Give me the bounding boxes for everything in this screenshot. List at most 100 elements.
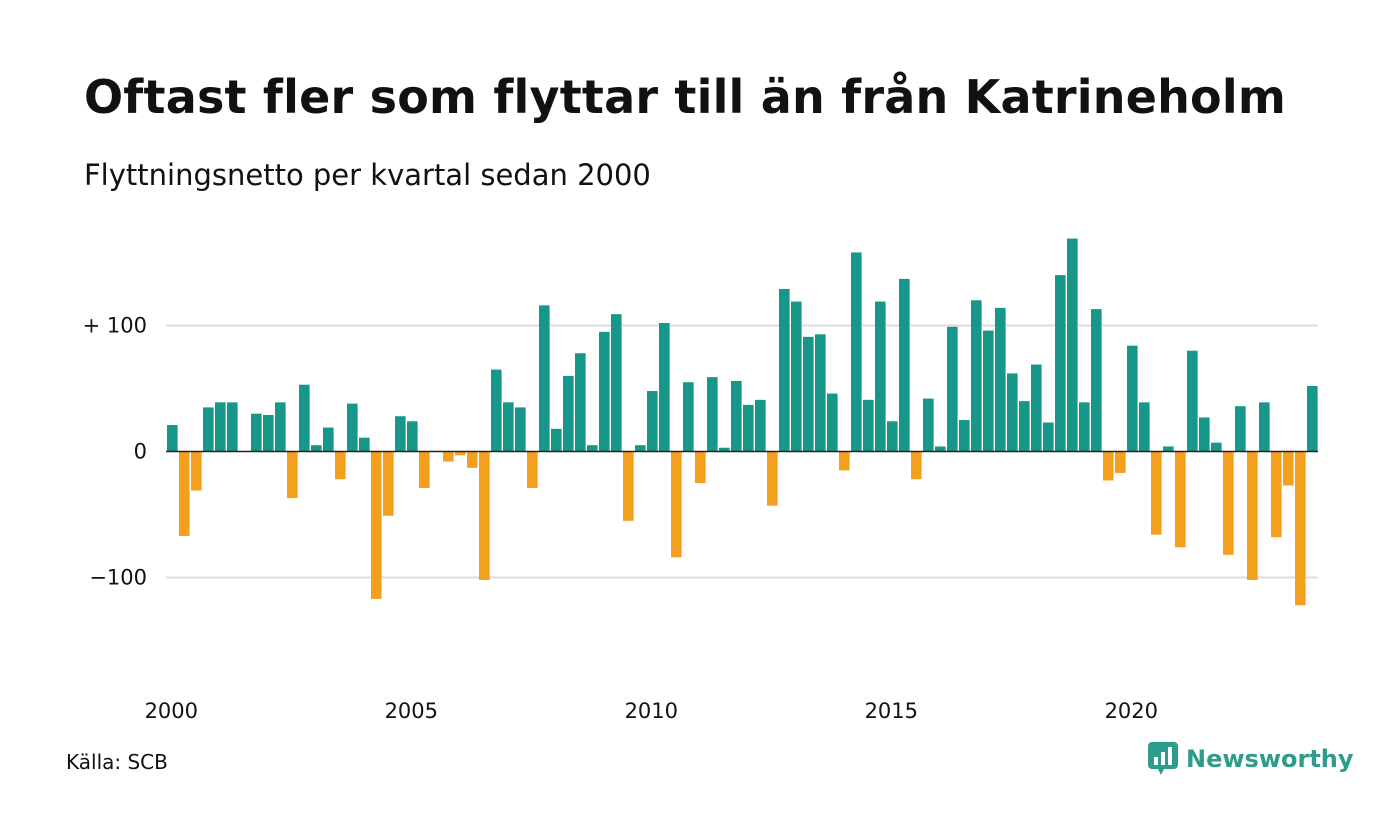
bar-positive [707,377,718,452]
bar-positive [635,445,646,452]
bar-negative [1283,451,1294,486]
bar-negative [839,451,850,471]
bar-positive [1211,442,1222,452]
bar-positive [263,414,274,452]
bar-positive [491,369,502,452]
bar-negative [695,451,706,483]
bar-positive [1043,422,1054,452]
bar-positive [1199,417,1210,452]
bar-positive [1055,275,1066,452]
bar-negative [443,451,454,462]
bar-positive [659,322,670,452]
bar-positive [1007,373,1018,452]
bar-positive [1067,238,1078,452]
bar-positive [515,407,526,452]
bar-positive [251,413,262,452]
bar-positive [203,407,214,452]
bar-positive [611,314,622,452]
bar-positive [215,402,226,452]
bar-positive [743,404,754,452]
bar-negative [911,451,922,480]
bar-positive [323,427,334,452]
bar-positive [827,393,838,452]
bar-chart-speech-bubble-icon [1148,742,1178,775]
bar-negative [767,451,778,506]
brand-logo: Newsworthy [1148,742,1354,776]
bar-negative [335,451,346,480]
bar-negative [671,451,682,558]
bar-positive [539,305,550,452]
bar-positive [551,428,562,452]
bar-positive [1031,364,1042,452]
bar-positive [959,420,970,452]
bar-positive [851,252,862,452]
bar-negative [1175,451,1186,548]
bar-positive [719,447,730,452]
bar-positive [1091,309,1102,452]
chart-title: Oftast fler som flyttar till än från Kat… [84,70,1286,124]
x-tick-label: 2015 [865,699,918,720]
source-label: Källa: SCB [66,750,168,774]
bar-positive [575,353,586,452]
bar-positive [1019,401,1030,452]
bar-positive [311,445,322,452]
bar-negative [527,451,538,489]
bar-positive [899,278,910,452]
bar-negative [1295,451,1306,606]
x-tick-label: 2005 [385,699,438,720]
bar-chart: + 100 0 −100 2000 2005 2010 2015 2020 [83,238,1318,720]
bar-positive [1259,402,1270,452]
bar-positive [587,445,598,452]
bar-positive [599,331,610,452]
bars [167,238,1318,606]
x-tick-label: 2010 [625,699,678,720]
bar-positive [1307,385,1318,452]
bar-positive [683,382,694,452]
axes: + 100 0 −100 2000 2005 2010 2015 2020 [83,314,1318,720]
bar-positive [995,307,1006,452]
bar-positive [1187,350,1198,452]
chart-subtitle: Flyttningsnetto per kvartal sedan 2000 [84,158,651,192]
bar-positive [947,326,958,452]
y-tick-label: −100 [89,566,147,590]
bar-positive [275,402,286,452]
bar-positive [731,380,742,452]
bar-positive [887,421,898,452]
bar-negative [179,451,190,536]
bar-positive [803,336,814,452]
x-tick-label: 2000 [145,699,198,720]
bar-negative [455,451,466,456]
bar-positive [875,301,886,452]
bar-positive [971,300,982,452]
y-tick-label: 0 [134,440,147,464]
bar-positive [227,402,238,452]
bar-positive [395,416,406,452]
bar-positive [167,425,178,452]
bar-negative [479,451,490,581]
x-tick-label: 2020 [1105,699,1158,720]
bar-positive [779,288,790,452]
bar-positive [755,399,766,452]
bar-positive [347,403,358,452]
bar-negative [371,451,382,599]
bar-negative [1247,451,1258,581]
bar-positive [1163,446,1174,452]
bar-positive [1139,402,1150,452]
bar-positive [407,421,418,452]
bar-positive [815,334,826,452]
bar-negative [1103,451,1114,481]
bar-positive [983,330,994,452]
bar-positive [863,399,874,452]
bar-negative [623,451,634,521]
bar-positive [935,446,946,452]
bar-positive [359,437,370,452]
bar-negative [1271,451,1282,538]
bar-negative [1151,451,1162,535]
bar-negative [287,451,298,499]
bar-positive [1127,345,1138,452]
bar-positive [503,402,514,452]
bar-negative [419,451,430,489]
brand-name: Newsworthy [1186,745,1354,773]
bar-positive [1079,402,1090,452]
bar-negative [191,451,202,491]
